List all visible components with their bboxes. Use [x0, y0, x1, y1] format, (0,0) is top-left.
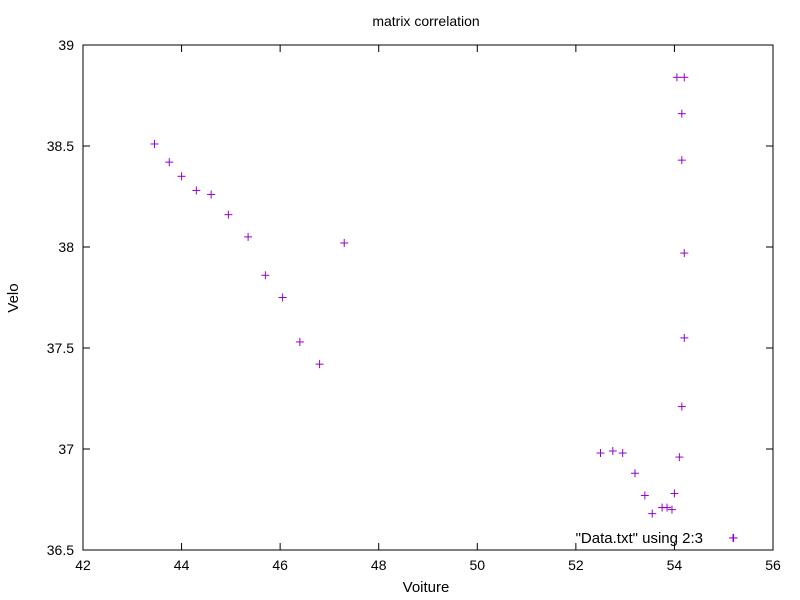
- legend-marker: [729, 534, 737, 542]
- data-point: [677, 402, 686, 411]
- x-tick-label: 46: [272, 557, 288, 573]
- data-point: [315, 360, 324, 369]
- y-tick-label: 37: [58, 441, 74, 457]
- data-point: [278, 293, 287, 302]
- data-point: [177, 172, 186, 181]
- x-tick-label: 42: [75, 557, 91, 573]
- x-tick-label: 48: [371, 557, 387, 573]
- data-point: [192, 186, 201, 195]
- data-point: [680, 73, 689, 82]
- x-axis-label: Voiture: [403, 579, 450, 596]
- data-point: [631, 469, 639, 478]
- legend-marker-plus: [729, 534, 737, 542]
- data-point: [207, 190, 216, 199]
- x-tick-label: 54: [667, 557, 683, 573]
- data-points: [150, 73, 738, 542]
- chart-title: matrix correlation: [372, 13, 479, 29]
- data-point: [340, 238, 349, 247]
- data-point: [608, 447, 617, 456]
- y-tick-label: 37.5: [47, 340, 74, 356]
- x-tick-label: 56: [765, 557, 781, 573]
- data-point: [596, 449, 605, 458]
- x-tick-label: 50: [469, 557, 485, 573]
- data-point: [663, 503, 672, 512]
- y-axis-label: Velo: [5, 283, 22, 312]
- data-point: [677, 109, 686, 118]
- plot-border: [82, 44, 774, 551]
- data-point: [677, 156, 686, 165]
- data-point: [648, 509, 657, 518]
- data-point: [150, 139, 159, 148]
- x-axis: 42 44 46 48 50 52 54 56: [75, 45, 781, 573]
- data-point: [675, 453, 684, 462]
- data-point: [672, 73, 681, 82]
- y-axis: 36.5 37 37.5 38 38.5 39: [47, 37, 773, 558]
- data-point: [165, 158, 174, 167]
- data-point: [224, 210, 233, 219]
- data-point: [680, 249, 689, 258]
- data-point: [640, 491, 649, 500]
- y-tick-label: 36.5: [47, 542, 74, 558]
- y-tick-label: 38: [58, 239, 74, 255]
- legend: "Data.txt" using 2:3: [576, 530, 737, 547]
- y-tick-label: 38.5: [47, 138, 74, 154]
- data-point: [618, 449, 627, 458]
- x-tick-label: 52: [568, 557, 584, 573]
- data-point: [680, 333, 689, 342]
- data-point: [244, 232, 253, 241]
- data-point: [667, 505, 676, 514]
- x-tick-label: 44: [174, 557, 190, 573]
- data-point: [670, 489, 679, 498]
- legend-label: "Data.txt" using 2:3: [576, 530, 703, 547]
- data-point: [295, 337, 304, 346]
- y-tick-label: 39: [58, 37, 74, 53]
- data-point: [261, 271, 270, 280]
